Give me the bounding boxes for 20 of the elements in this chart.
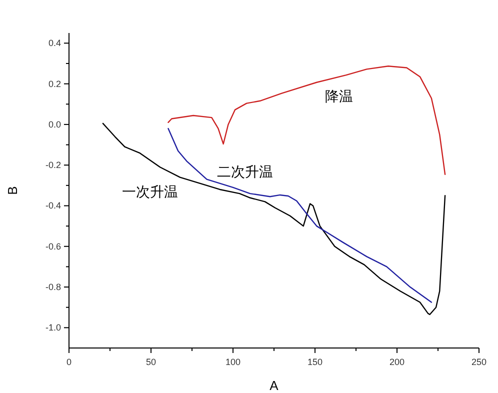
x-tick-label: 200 [389, 357, 405, 367]
series-label: 二次升温 [217, 164, 273, 180]
y-tick-label: -0.2 [45, 160, 61, 170]
y-tick-label: -1.0 [45, 322, 61, 333]
x-axis-title: A [270, 378, 279, 393]
x-tick-label: 0 [66, 357, 72, 367]
x-tick-label: 100 [225, 357, 241, 367]
y-tick-label: 0.2 [48, 78, 61, 89]
series-label: 降温 [325, 89, 354, 106]
y-axis-title: B [5, 186, 20, 195]
x-tick-label: 150 [307, 357, 323, 367]
x-tick-label: 250 [471, 357, 487, 367]
y-tick-label: -0.6 [45, 241, 61, 252]
y-tick-label: -0.8 [45, 282, 61, 292]
x-tick-label: 50 [146, 357, 156, 367]
y-tick-label: 0.4 [48, 38, 61, 48]
line-series [102, 122, 446, 316]
y-tick-label: 0.0 [48, 119, 61, 130]
series-label: 一次升温 [122, 184, 178, 200]
y-tick-label: -0.4 [45, 200, 61, 211]
